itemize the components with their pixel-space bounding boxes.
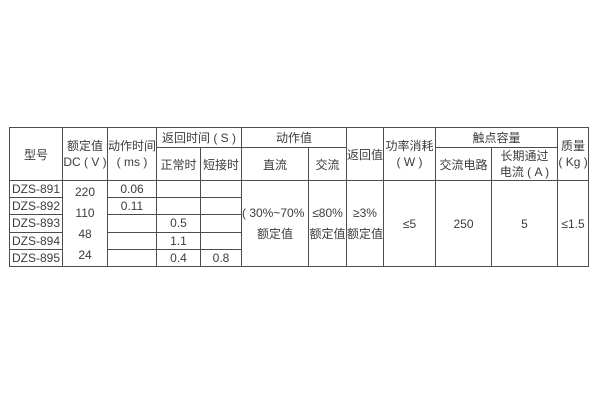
return-short-cell <box>200 231 242 250</box>
table-row: DZS-894 1.1 <box>9 231 589 250</box>
return-normal-cell <box>156 179 201 199</box>
header-contact-capacity: 触点容量 <box>435 127 559 148</box>
long-term-current-cell: 5 <box>491 180 559 267</box>
header-power-consumption: 功率消耗 ( W ) <box>383 127 437 181</box>
header-return-value: 返回值 <box>346 127 385 181</box>
action-time-cell: 0.11 <box>107 197 157 216</box>
header-long-term-line1: 长期通过 <box>500 149 549 163</box>
table-row: DZS-895 0.4 0.8 <box>9 248 589 268</box>
header-ac: 交流 <box>307 147 348 181</box>
header-action-time-line2: ( ms ) <box>116 155 148 169</box>
return-short-cell <box>200 214 242 233</box>
model-cell: DZS-891 <box>9 179 63 199</box>
header-mass: 质量 ( Kg ) <box>557 127 590 181</box>
table-row: DZS-893 0.5 <box>9 214 589 233</box>
spec-table: 型号 额定值 DC ( V ) 动作时间 ( ms ) 返回时间 ( S ) 动… <box>9 127 590 268</box>
rated-value: 110 <box>75 205 95 220</box>
table-row: DZS-891 220 110 48 24 0.06 ( 30%~70% ) 额… <box>9 179 590 267</box>
return-normal-cell <box>156 197 201 216</box>
header-mass-line2: ( Kg ) <box>558 155 588 169</box>
action-time-cell <box>107 248 157 268</box>
return-value-cell: ≥3% 额定值 <box>346 180 385 267</box>
header-long-term-line2: 电流 ( A ) <box>499 165 550 179</box>
rated-values-stack: 220 110 48 24 <box>64 182 107 266</box>
model-cell: DZS-893 <box>9 214 63 233</box>
header-action-time-line1: 动作时间 <box>108 139 157 153</box>
header-action-time: 动作时间 ( ms ) <box>107 127 157 181</box>
model-cell: DZS-895 <box>9 248 63 268</box>
return-short-cell: 0.8 <box>200 248 242 268</box>
header-action-value: 动作值 <box>240 127 348 148</box>
header-rated-value: 额定值 DC ( V ) <box>62 127 108 181</box>
model-cell: DZS-892 <box>9 197 63 216</box>
ac-circuit-cell: 250 <box>435 180 493 267</box>
power-consumption-cell: ≤5 <box>383 180 437 267</box>
header-short-circuit-time: 短接时 <box>200 147 242 181</box>
header-dc: 直流 <box>241 147 309 181</box>
header-rated-line1: 额定值 <box>66 139 103 153</box>
return-short-cell <box>200 197 242 216</box>
action-time-cell <box>107 214 157 233</box>
mass-cell: ≤1.5 <box>557 180 590 267</box>
rated-values-cell: 220 110 48 24 <box>62 180 108 267</box>
header-power-line1: 功率消耗 <box>385 139 434 153</box>
model-cell: DZS-894 <box>9 231 63 250</box>
return-short-cell <box>200 179 242 199</box>
return-normal-cell: 0.5 <box>156 214 201 233</box>
header-rated-line2: DC ( V ) <box>63 155 107 169</box>
header-power-line2: ( W ) <box>396 155 423 169</box>
return-normal-cell: 1.1 <box>156 231 201 250</box>
rated-value: 48 <box>78 227 92 242</box>
dc-action-value-cell: ( 30%~70% ) 额定值 <box>241 180 309 267</box>
ac-action-value-line1: ≤80% <box>312 205 343 220</box>
ac-action-value-line2: 额定值 <box>309 226 346 241</box>
header-ac-circuit: 交流电路 <box>435 147 493 181</box>
action-time-cell: 0.06 <box>107 179 157 199</box>
rated-value: 220 <box>74 184 96 199</box>
dc-action-value-line2: 额定值 <box>256 226 293 241</box>
header-mass-line1: 质量 <box>561 139 586 153</box>
header-model: 型号 <box>9 127 63 181</box>
return-normal-cell: 0.4 <box>156 248 201 268</box>
header-return-time: 返回时间 ( S ) <box>156 127 242 148</box>
dc-action-value-line1: ( 30%~70% ) <box>242 205 309 220</box>
rated-value: 24 <box>78 248 92 263</box>
header-normal-time: 正常时 <box>156 147 201 181</box>
return-value-line2: 额定值 <box>347 226 384 241</box>
ac-action-value-cell: ≤80% 额定值 <box>307 180 348 267</box>
action-time-cell <box>107 231 157 250</box>
header-long-term-current: 长期通过 电流 ( A ) <box>491 147 559 181</box>
return-value-line1: ≥3% <box>353 205 377 220</box>
